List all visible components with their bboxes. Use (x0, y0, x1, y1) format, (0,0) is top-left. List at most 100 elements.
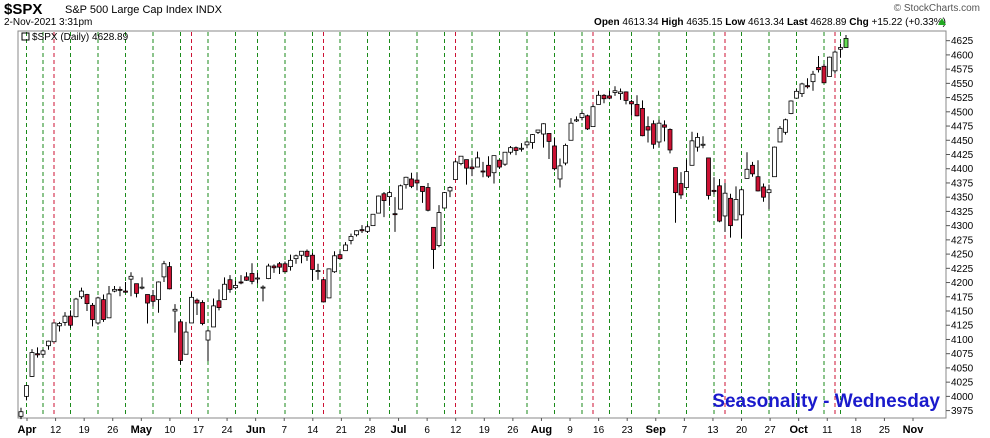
candle-body (838, 47, 843, 50)
y-tick-label: 4300 (951, 221, 974, 232)
candle-body (640, 108, 645, 137)
candle (79, 287, 84, 300)
candle-body (326, 268, 332, 299)
candle-body (612, 90, 618, 93)
x-tick-label: Aug (531, 424, 552, 436)
candle (112, 285, 117, 293)
candle (436, 205, 442, 248)
x-tick-label: 12 (50, 425, 62, 436)
candle (161, 260, 167, 282)
candle (469, 159, 475, 177)
candle (409, 172, 414, 189)
candle (546, 133, 552, 160)
candle-body (277, 263, 282, 268)
x-tick-label: 12 (450, 425, 462, 436)
candle-body (73, 298, 79, 318)
x-tick-label: 20 (736, 425, 748, 436)
candle (574, 116, 579, 123)
legend: $SPX (Daily) 4628.89 (21, 32, 129, 43)
candle-body (123, 290, 128, 293)
candle (293, 254, 299, 264)
candle-body (211, 305, 216, 328)
low-value: 4613.34 (748, 17, 785, 28)
copyright-text: © StockCharts.com (893, 3, 980, 14)
candle-body (189, 296, 194, 324)
candle (304, 249, 310, 261)
candle-body (810, 73, 816, 83)
candle-body (431, 226, 436, 250)
candle-body (282, 263, 288, 273)
candle (475, 151, 480, 168)
candle-body (739, 189, 744, 216)
candle-body (497, 159, 502, 168)
candle-body (508, 147, 513, 153)
y-tick-label: 4200 (951, 278, 974, 289)
candle (629, 99, 634, 116)
candle (684, 159, 689, 188)
candle-body (271, 265, 277, 269)
candle-body (365, 226, 370, 232)
candle (618, 88, 623, 100)
candle (733, 186, 739, 221)
candle (530, 134, 535, 149)
candle-body (178, 321, 183, 361)
x-tick-label: 11 (822, 425, 833, 436)
candle (282, 261, 288, 273)
x-tick-label: 13 (707, 425, 719, 436)
candle (645, 116, 651, 143)
candle (458, 155, 464, 166)
candle (579, 111, 585, 121)
candle (607, 90, 612, 100)
candle (711, 177, 717, 195)
candle-body (156, 281, 161, 301)
candle-body (502, 151, 508, 165)
candle (288, 254, 293, 271)
candle-body (695, 137, 700, 148)
x-tick-label: 27 (765, 425, 777, 436)
candle-body (469, 166, 475, 170)
candle-body (106, 293, 112, 319)
candle (447, 186, 453, 198)
candle-body (117, 288, 123, 291)
candle-body (238, 281, 244, 284)
candle-body (728, 197, 733, 227)
candle (73, 297, 79, 318)
candle (744, 152, 750, 179)
candle-body (563, 144, 568, 164)
candle-body (134, 283, 139, 294)
ticker-symbol: $SPX (4, 1, 43, 18)
candle (172, 304, 178, 333)
x-tick-label: Oct (790, 424, 809, 436)
candle-body (629, 101, 634, 105)
candle (827, 56, 832, 77)
candle-body (623, 91, 629, 101)
candle (117, 286, 123, 297)
candle (739, 188, 744, 239)
candle (139, 277, 145, 290)
candle-body (398, 185, 403, 210)
candle-body (761, 186, 766, 198)
candle-body (464, 159, 469, 169)
candle (843, 34, 849, 48)
candle (601, 94, 607, 104)
candle-body (816, 67, 821, 71)
y-tick-label: 3975 (951, 406, 974, 417)
candle-body (425, 187, 431, 211)
y-tick-label: 4025 (951, 378, 974, 389)
candle (750, 161, 755, 177)
x-tick-label: 25 (879, 425, 891, 436)
candle-body (513, 147, 519, 151)
candle-body (161, 263, 167, 278)
candle (62, 312, 68, 326)
candle (354, 230, 359, 237)
x-tick-label: 10 (164, 425, 176, 436)
candle (689, 131, 695, 166)
candle-body (68, 315, 73, 326)
candle-body (321, 279, 326, 303)
candle (728, 193, 733, 238)
candle (244, 272, 249, 281)
candle (200, 300, 205, 326)
candle (381, 192, 387, 218)
candle (392, 197, 398, 232)
candle-body (519, 147, 524, 150)
